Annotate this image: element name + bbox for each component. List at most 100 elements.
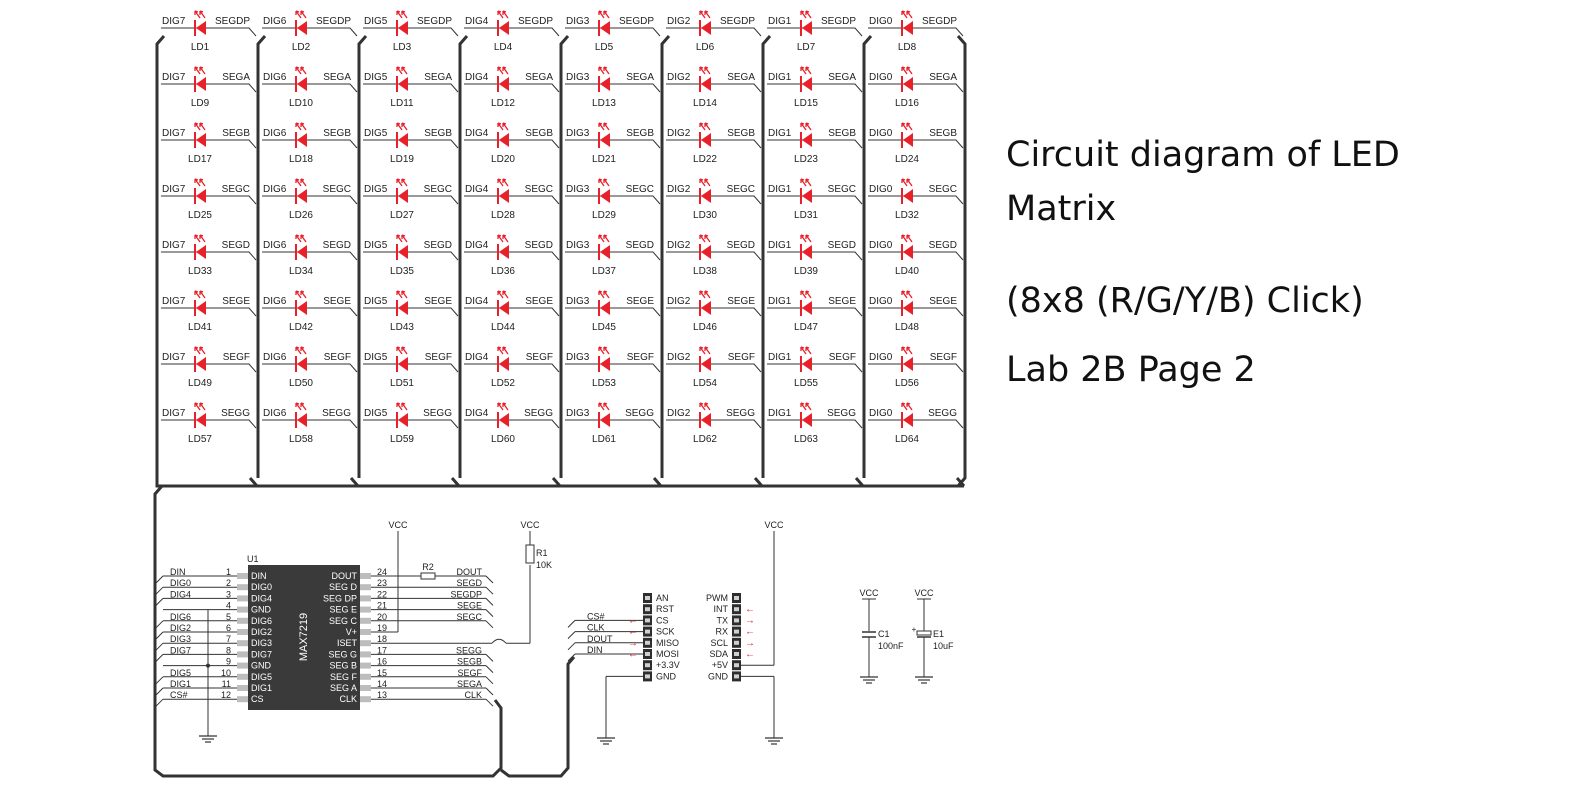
- led-label: LD19: [390, 154, 414, 165]
- led-triangle: [903, 133, 913, 147]
- led-cell: DIG1 SEGDP LD7: [767, 10, 863, 53]
- led-triangle: [802, 357, 812, 371]
- wire-layer: [153, 35, 967, 778]
- led-cell: DIG2 SEGE LD46: [666, 290, 762, 333]
- digit-label: DIG7: [162, 184, 186, 195]
- led-label: LD22: [693, 154, 717, 165]
- bus-entry: [155, 698, 164, 707]
- led-cell: DIG0 SEGB LD24: [868, 122, 964, 165]
- led-cell: DIG7 SEGD LD33: [161, 234, 257, 277]
- led-triangle: [499, 413, 509, 427]
- net-label: SEGDP: [450, 589, 482, 599]
- ic-pin-name: DIG5: [251, 672, 272, 682]
- row-wire: [666, 251, 762, 261]
- polarity-mark: +: [912, 625, 917, 634]
- led-cell: DIG5 SEGC LD27: [363, 178, 459, 221]
- led-triangle: [701, 357, 711, 371]
- led-label: LD60: [491, 434, 515, 445]
- digit-label: DIG6: [263, 240, 287, 251]
- digit-label: DIG7: [162, 16, 186, 27]
- matrix-right-bus: [956, 35, 967, 487]
- header-pin-pad: [645, 629, 650, 634]
- matrix-bottom-bus: [155, 478, 964, 488]
- led-emission-arrows: [295, 122, 307, 131]
- arrow-left-icon: ←: [628, 627, 638, 638]
- led-cell: DIG1 SEGF LD55: [767, 346, 863, 389]
- page-label: Lab 2B Page 2: [1006, 350, 1256, 390]
- led-cell: DIG5 SEGB LD19: [363, 122, 459, 165]
- bus-entry: [155, 598, 164, 606]
- led-triangle: [701, 245, 711, 259]
- segment-label: SEGF: [627, 352, 654, 363]
- digit-label: DIG4: [465, 240, 489, 251]
- led-cell: DIG5 SEGF LD51: [363, 346, 459, 389]
- led-label: LD61: [592, 434, 616, 445]
- led-emission-arrows: [497, 178, 509, 187]
- bus-entry: [155, 575, 164, 584]
- led-label: LD36: [491, 266, 515, 277]
- led-label: LD10: [289, 98, 313, 109]
- row-wire: [363, 363, 459, 373]
- led-emission-arrows: [800, 10, 812, 19]
- row-wire: [262, 195, 358, 205]
- junction-dot: [206, 663, 210, 668]
- digit-label: DIG3: [566, 296, 590, 307]
- ic-pin-number: 19: [377, 623, 387, 633]
- led-cell: DIG1 SEGB LD23: [767, 122, 863, 165]
- led-triangle: [499, 245, 509, 259]
- led-emission-arrows: [598, 346, 610, 355]
- net-label: DIG7: [170, 645, 191, 655]
- column-bus: [458, 35, 469, 478]
- led-emission-arrows: [497, 290, 509, 299]
- wire-crossover: [491, 638, 507, 644]
- digit-label: DIG7: [162, 408, 186, 419]
- led-label: LD64: [895, 434, 919, 445]
- ic-pin-number: 9: [226, 657, 231, 667]
- led-cell: DIG0 SEGC LD32: [868, 178, 964, 221]
- bus-entry: [485, 698, 494, 707]
- led-cell: DIG4 SEGG LD60: [464, 402, 560, 445]
- led-triangle: [701, 133, 711, 147]
- led-triangle: [196, 413, 206, 427]
- led-cell: DIG1 SEGA LD15: [767, 66, 863, 109]
- header-pin-pad: [645, 607, 650, 612]
- row-wire: [262, 83, 358, 93]
- led-label: LD52: [491, 378, 515, 389]
- row-wire: [666, 139, 762, 149]
- led-cell: DIG0 SEGG LD64: [868, 402, 964, 445]
- led-cell: DIG4 SEGE LD44: [464, 290, 560, 333]
- led-triangle: [297, 301, 307, 315]
- lower-bus: [153, 485, 503, 778]
- row-wire: [464, 307, 560, 317]
- digit-label: DIG4: [465, 296, 489, 307]
- led-label: LD42: [289, 322, 313, 333]
- row-wire: [565, 307, 661, 317]
- row-wire: [363, 139, 459, 149]
- segment-label: SEGC: [626, 184, 654, 195]
- digit-label: DIG4: [465, 128, 489, 139]
- led-label: LD18: [289, 154, 313, 165]
- header-pin-label: AN: [656, 593, 669, 603]
- cap-ref: E1: [933, 629, 944, 639]
- row-wire: [666, 307, 762, 317]
- segment-label: SEGDP: [922, 16, 957, 27]
- led-label: LD41: [188, 322, 212, 333]
- ic-pin: [360, 696, 371, 703]
- led-label: LD5: [595, 42, 614, 53]
- led-triangle: [499, 301, 509, 315]
- ic-pin: [237, 685, 248, 691]
- row-wire: [666, 27, 762, 37]
- row-wire: [363, 307, 459, 317]
- digit-label: DIG5: [364, 352, 388, 363]
- bus-entry: [485, 575, 494, 584]
- net-label: SEGE: [457, 601, 482, 611]
- led-label: LD20: [491, 154, 515, 165]
- resistor-r1: [525, 544, 535, 564]
- led-triangle: [398, 301, 408, 315]
- led-cell: DIG3 SEGA LD13: [565, 66, 661, 109]
- led-emission-arrows: [800, 234, 812, 243]
- digit-label: DIG3: [566, 128, 590, 139]
- bus-entry: [567, 631, 576, 639]
- row-wire: [868, 307, 964, 317]
